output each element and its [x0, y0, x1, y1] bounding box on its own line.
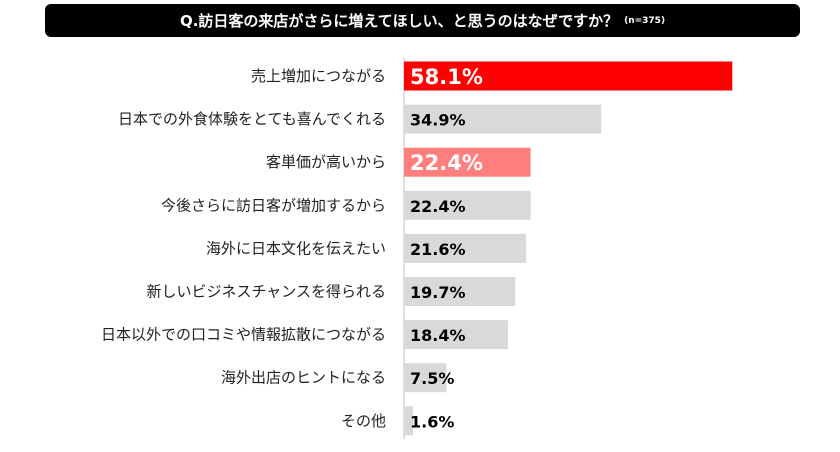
category-label: 日本での外食体験をとても喜んでくれる: [118, 110, 386, 128]
bar: [404, 320, 508, 350]
value-label: 1.6%: [410, 412, 454, 431]
bar: [404, 104, 602, 134]
value-label: 7.5%: [410, 369, 454, 388]
bar: [404, 190, 531, 220]
category-label: 新しいビジネスチャンスを得られる: [146, 283, 386, 301]
value-label: 18.4%: [410, 326, 466, 345]
category-label: 売上増加につながる: [251, 67, 386, 85]
category-label: 今後さらに訪日客が増加するから: [161, 196, 386, 214]
bar: [404, 277, 516, 306]
value-label: 34.9%: [410, 111, 466, 130]
sample-size-note: (n=375): [624, 15, 666, 26]
category-label: その他: [341, 412, 386, 430]
value-label: 58.1%: [410, 65, 483, 89]
category-label: 日本以外での口コミや情報拡散につながる: [101, 326, 386, 344]
bar: [404, 233, 527, 263]
value-label: 22.4%: [410, 197, 466, 216]
value-label: 19.7%: [410, 283, 466, 302]
question-text: Q.訪日客の来店がさらに増えてほしい、と思うのはなぜですか？: [179, 12, 619, 30]
value-label: 22.4%: [410, 151, 483, 175]
bar: [404, 61, 733, 91]
value-label: 21.6%: [410, 240, 466, 259]
category-label: 海外に日本文化を伝えたい: [206, 239, 386, 257]
bar: [404, 147, 531, 177]
bar: [404, 406, 414, 436]
bar: [404, 363, 447, 393]
category-label: 海外出店のヒントになる: [221, 369, 386, 387]
question-banner: Q.訪日客の来店がさらに増えてほしい、と思うのはなぜですか？ (n=375): [45, 4, 800, 37]
category-label: 客単価が高いから: [266, 153, 386, 171]
